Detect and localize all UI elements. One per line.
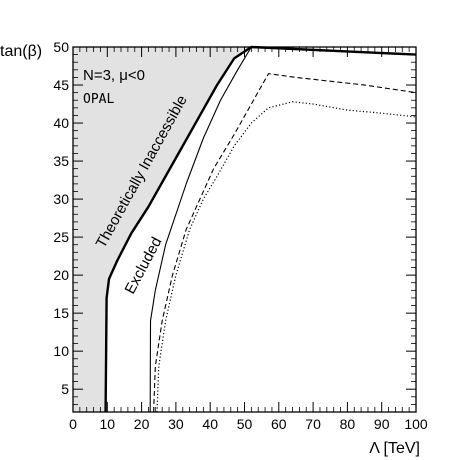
excluded-region-label: Excluded [122,234,166,296]
x-tick-label: 0 [69,416,77,432]
x-tick-label: 60 [271,416,287,432]
y-tick-label: 35 [53,153,69,169]
y-tick-label: 20 [53,267,69,283]
shaded-region-layer [73,47,252,412]
x-tick-label: 50 [237,416,253,432]
x-tick-label: 10 [100,416,116,432]
y-tick-label: 50 [53,39,69,55]
x-tick-label: 80 [340,416,356,432]
y-tick-label: 40 [53,115,69,131]
experiment-annotation: OPAL [83,92,114,107]
series-line-limit [156,101,417,413]
x-tick-label: 30 [168,416,184,432]
x-tick-label: 90 [374,416,390,432]
x-tick-label: 100 [404,416,428,432]
y-tick-label: 15 [53,305,69,321]
y-tick-label: 10 [53,343,69,359]
y-tick-label: 5 [61,381,69,397]
y-tick-label: 45 [53,77,69,93]
inaccessible-region-fill [73,47,252,412]
ticks-layer: 0 10 20 30 40 50 60 70 80 90 100 5 10 15 20 25 30 35 40 45 5… [53,39,427,432]
x-tick-label: 70 [305,416,321,432]
y-tick-label: 25 [53,229,69,245]
x-tick-label: 20 [134,416,150,432]
series-line-exclusion-limit [149,46,252,413]
series-layer [104,45,417,413]
y-tick-label: 30 [53,191,69,207]
series-line-expected-limit [153,73,417,413]
x-axis-label: Λ [TeV] [369,440,420,457]
y-axis-label: tan(β) [0,43,42,60]
series-line-theoretical-boundary [104,45,417,413]
x-tick-label: 40 [202,416,218,432]
model-annotation: N=3, μ<0 [83,67,145,84]
